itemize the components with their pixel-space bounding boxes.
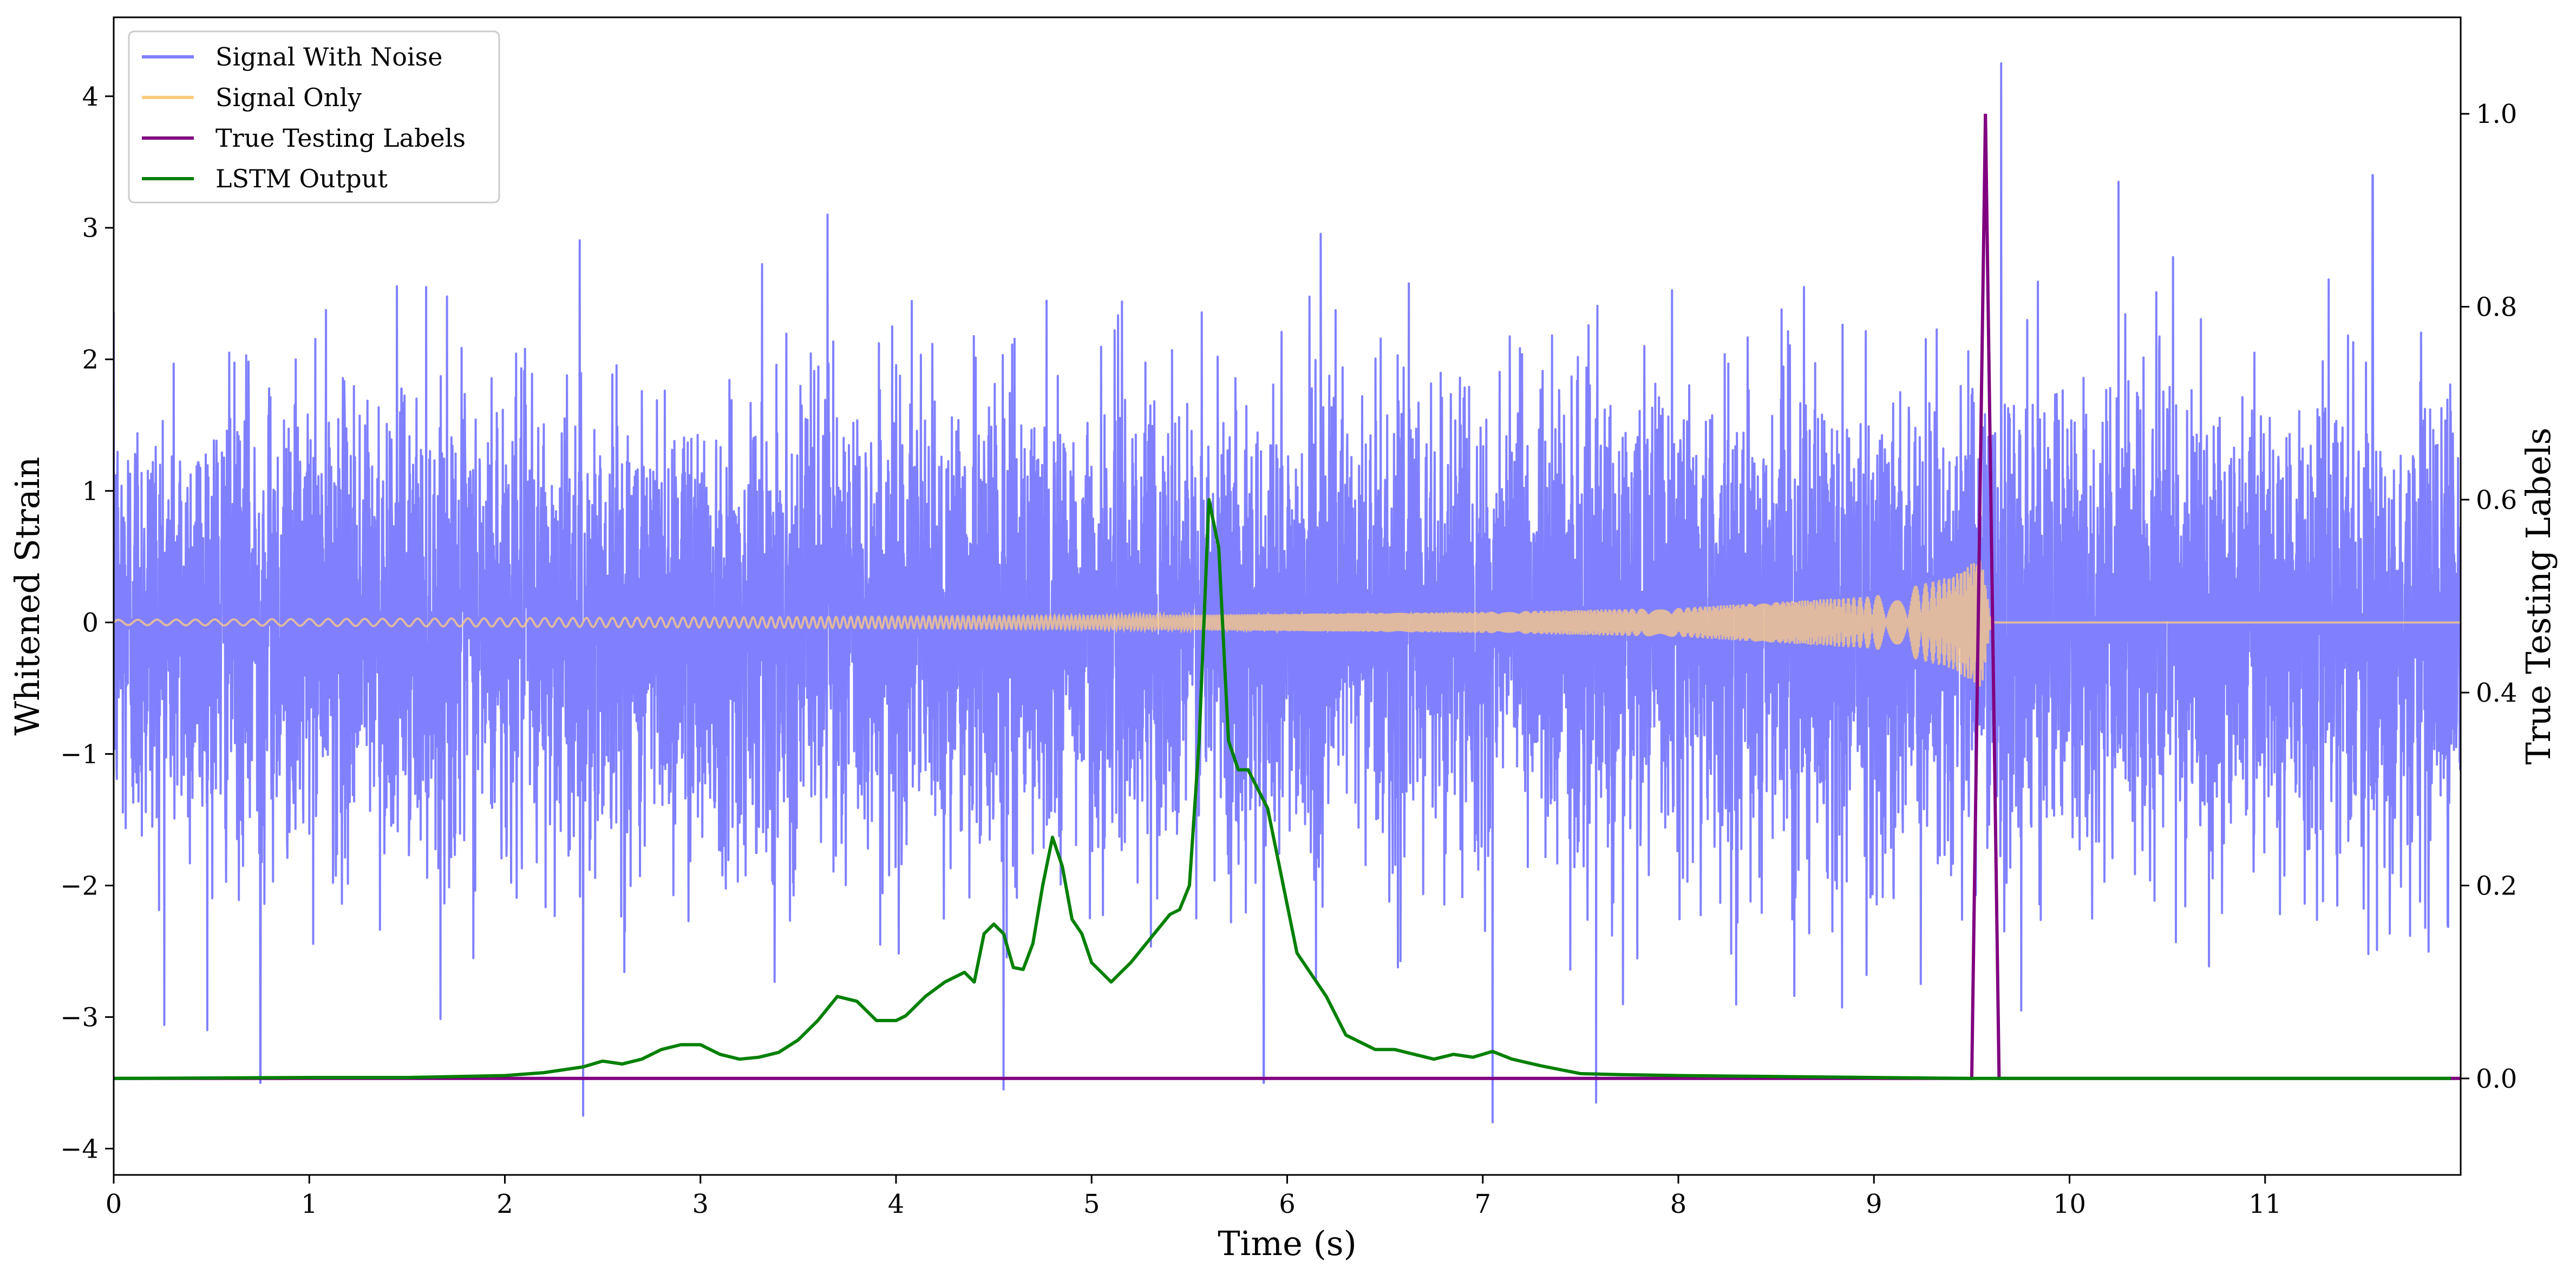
x-tick-label: 6 <box>1279 1189 1296 1219</box>
x-tick-label: 11 <box>2248 1189 2281 1219</box>
y2-tick-label: 0.6 <box>2476 485 2517 515</box>
y-tick-label: −3 <box>60 1002 99 1033</box>
x-tick-label: 5 <box>1083 1189 1100 1219</box>
legend: Signal With Noise Signal Only True Testing… <box>128 30 500 204</box>
x-tick-label: 2 <box>496 1189 513 1219</box>
x-tick-label: 0 <box>106 1189 122 1219</box>
y2-tick-label: 0.8 <box>2476 292 2517 323</box>
y-tick-label: 2 <box>82 345 99 375</box>
legend-label: Signal Only <box>215 83 362 112</box>
series-signal-with-noise <box>114 62 2461 1123</box>
x-tick-label: 10 <box>2053 1189 2086 1219</box>
y-tick-label: 4 <box>82 82 99 112</box>
y2-tick-label: 0.4 <box>2476 678 2517 708</box>
legend-label: LSTM Output <box>215 164 388 193</box>
series-lstm-output <box>114 498 2451 1080</box>
legend-box <box>128 30 500 204</box>
y2-tick-label: 0.2 <box>2476 871 2517 901</box>
x-tick-label: 4 <box>888 1189 905 1219</box>
y2-tick-label: 1.0 <box>2476 99 2517 129</box>
y-tick-label: −4 <box>60 1134 99 1164</box>
series-signal-only <box>114 560 2461 687</box>
x-tick-label: 8 <box>1670 1189 1687 1219</box>
legend-label: Signal With Noise <box>215 42 442 71</box>
y2-axis-title: True Testing Labels <box>2519 428 2558 765</box>
x-tick-label: 1 <box>301 1189 318 1219</box>
x-tick-label: 7 <box>1474 1189 1491 1219</box>
x-tick-label: 9 <box>1866 1189 1882 1219</box>
x-axis-title: Time (s) <box>1218 1224 1357 1263</box>
axes: 0 1 2 3 4 5 6 7 8 9 10 11 −4 −3 −2 −1 0 1 2 3 4 0.0 0.2 0.4 0.6 0… <box>60 16 2517 1219</box>
y-tick-label: 1 <box>82 476 99 507</box>
x-tick-label: 3 <box>692 1189 709 1219</box>
y2-tick-label: 0.0 <box>2476 1064 2517 1094</box>
y-axis-title: Whitened Strain <box>8 457 47 736</box>
y-tick-label: 3 <box>82 213 99 244</box>
y-tick-label: 0 <box>82 608 99 638</box>
y-tick-label: −1 <box>60 740 99 770</box>
legend-label: True Testing Labels <box>215 123 466 153</box>
plot-area <box>114 62 2461 1123</box>
y-tick-label: −2 <box>60 871 99 901</box>
